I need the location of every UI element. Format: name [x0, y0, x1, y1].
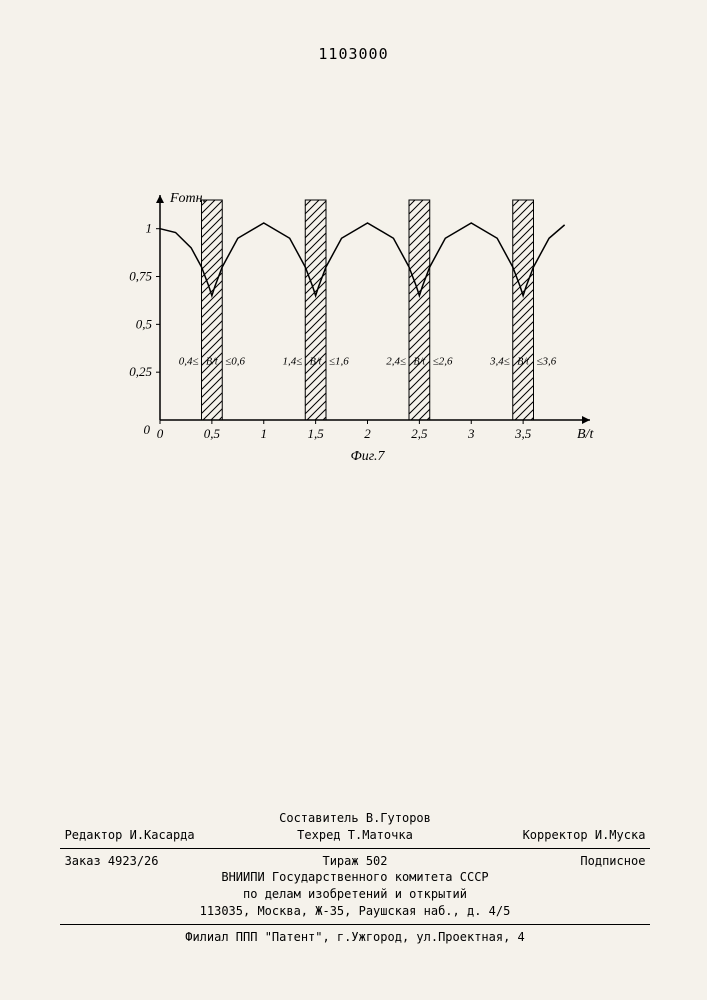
footer-branch-row: Филиал ППП "Патент", г.Ужгород, ул.Проек…	[60, 929, 650, 946]
x-axis-label: B/t	[577, 427, 594, 442]
footer-org-row-1: ВНИИПИ Государственного комитета СССР	[60, 869, 650, 886]
band-label-left: 2,4≤	[386, 356, 406, 368]
x-tick-label: 3,5	[514, 426, 532, 441]
order-label: Заказ	[65, 854, 101, 868]
y-tick-label: 0,75	[129, 269, 152, 284]
hatched-band	[409, 200, 430, 420]
x-tick-label: 0,5	[204, 426, 221, 441]
band-label-left: 0,4≤	[179, 356, 199, 368]
tirage-label: Тираж	[322, 854, 358, 868]
figure-caption: Фиг.7	[350, 449, 385, 464]
chart-svg: 0,25 0,5 0,75 1 0 0,5 1 1,5 2 2,5 3 3,5 0 Fотн. B/t 0,4…	[105, 190, 605, 480]
footer-divider-1	[60, 848, 650, 849]
order-number: 4923/26	[108, 854, 159, 868]
band-label-left: 1,4≤	[282, 356, 302, 368]
y-axis-label: Fотн.	[169, 191, 206, 206]
y-tick-label: 0,5	[136, 316, 153, 331]
footer-credits-row: Редактор И.Касарда Техред Т.Маточка Корр…	[60, 827, 650, 844]
corrector-label: Корректор	[523, 828, 588, 842]
footer-org-row-2: по делам изобретений и открытий	[60, 886, 650, 903]
x-tick-label: 2	[364, 426, 371, 441]
band-label-mid: B/t	[206, 357, 218, 368]
footer-order-row: Заказ 4923/26 Тираж 502 Подписное	[60, 853, 650, 870]
band-label-right: ≤0,6	[225, 356, 245, 368]
editor-label: Редактор	[65, 828, 123, 842]
x-arrow-icon	[582, 416, 590, 424]
chart-figure-7: 0,25 0,5 0,75 1 0 0,5 1 1,5 2 2,5 3 3,5 0 Fотн. B/t 0,4…	[105, 190, 605, 450]
page-root: 1103000 0,25 0,5 0,75 1 0 0,5 1 1,5 2 2,5 3 3,5 0 Fот…	[0, 0, 707, 1000]
x-tick-label: 3	[467, 426, 475, 441]
y-tick-label: 0,25	[129, 364, 152, 379]
tirage-number: 502	[366, 854, 388, 868]
band-label-mid: B/t	[414, 357, 426, 368]
compiler-name: В.Гуторов	[366, 811, 431, 825]
footer-block: Составитель В.Гуторов Редактор И.Касарда…	[60, 810, 650, 946]
signed-label: Подписное	[580, 854, 645, 868]
corrector-name: И.Муска	[595, 828, 646, 842]
x-tick-label: 1,5	[308, 426, 325, 441]
origin-label: 0	[144, 422, 151, 437]
band-label-mid: B/t	[517, 357, 529, 368]
x-tick-label: 1	[261, 426, 268, 441]
techred-label: Техред	[297, 828, 340, 842]
band-label-right: ≤1,6	[329, 356, 349, 368]
hatched-band	[513, 200, 534, 420]
y-tick-label: 1	[146, 221, 153, 236]
compiler-label: Составитель	[279, 811, 358, 825]
y-arrow-icon	[156, 195, 164, 203]
band-label-left: 3,4≤	[489, 356, 510, 368]
band-label-right: ≤2,6	[433, 356, 453, 368]
hatched-band	[202, 200, 223, 420]
techred-name: Т.Маточка	[348, 828, 413, 842]
footer-compiler-row: Составитель В.Гуторов	[60, 810, 650, 827]
hatched-band	[305, 200, 326, 420]
page-number: 1103000	[0, 45, 707, 63]
footer-divider-2	[60, 924, 650, 925]
x-tick-label: 2,5	[411, 426, 428, 441]
footer-address-row: 113035, Москва, Ж-35, Раушская наб., д. …	[60, 903, 650, 920]
editor-name: И.Касарда	[130, 828, 195, 842]
x-tick-label: 0	[157, 426, 164, 441]
band-label-mid: B/t	[310, 357, 322, 368]
band-label-right: ≤3,6	[537, 356, 557, 368]
